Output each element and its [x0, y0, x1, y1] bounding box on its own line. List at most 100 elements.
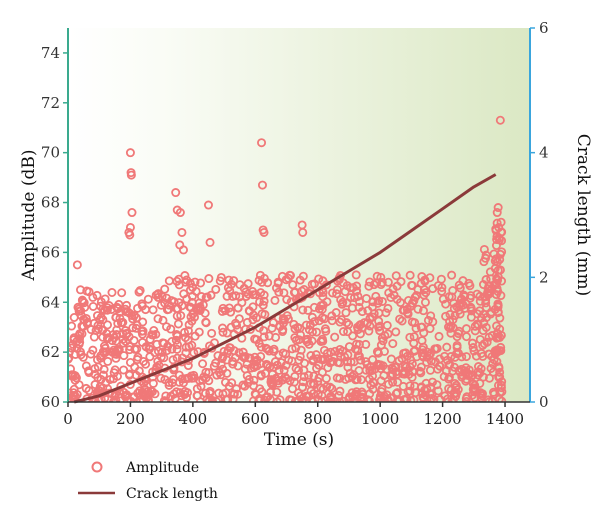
- amplitude-point: [352, 374, 362, 384]
- amplitude-point: [184, 320, 194, 330]
- amplitude-point: [252, 335, 262, 345]
- amplitude-point: [287, 344, 297, 354]
- amplitude-point: [278, 327, 288, 337]
- amplitude-point: [419, 290, 429, 300]
- amplitude-point: [234, 348, 244, 358]
- amplitude-point: [461, 324, 471, 334]
- amplitude-point: [433, 364, 443, 374]
- amplitude-point: [426, 394, 436, 402]
- amplitude-point: [320, 324, 330, 334]
- amplitude-point: [387, 363, 397, 373]
- amplitude-point: [186, 312, 196, 322]
- amplitude-point: [397, 316, 407, 326]
- y-right-tick-label: 6: [539, 19, 549, 37]
- amplitude-point: [337, 299, 347, 309]
- amplitude-point: [328, 288, 338, 298]
- amplitude-point: [144, 344, 154, 354]
- amplitude-point: [301, 396, 311, 402]
- amplitude-point: [298, 271, 308, 281]
- amplitude-point: [68, 321, 77, 331]
- amplitude-point: [372, 278, 382, 288]
- amplitude-point: [198, 300, 208, 310]
- amplitude-point: [407, 317, 417, 327]
- amplitude-point: [327, 311, 337, 321]
- amplitude-point: [417, 322, 427, 332]
- amplitude-point: [313, 390, 323, 400]
- y-right-axis-title: Crack length (mm): [573, 134, 593, 297]
- amplitude-point: [198, 359, 208, 369]
- amplitude-point: [138, 337, 148, 347]
- amplitude-point: [490, 280, 500, 290]
- amplitude-point: [238, 347, 248, 357]
- amplitude-point: [153, 292, 163, 302]
- amplitude-point: [361, 365, 371, 375]
- amplitude-point: [289, 377, 299, 387]
- amplitude-point: [119, 365, 129, 375]
- amplitude-point: [174, 298, 184, 308]
- x-tick-label: 0: [63, 410, 73, 428]
- amplitude-point: [225, 343, 235, 353]
- amplitude-point: [424, 351, 434, 361]
- amplitude-point: [314, 316, 324, 326]
- amplitude-point: [84, 287, 94, 297]
- amplitude-point: [343, 327, 353, 337]
- amplitude-point: [112, 330, 122, 340]
- amplitude-point: [496, 217, 506, 227]
- amplitude-point: [174, 280, 184, 290]
- amplitude-point: [196, 381, 206, 391]
- amplitude-point: [495, 367, 505, 377]
- amplitude-point: [433, 281, 443, 291]
- amplitude-point: [475, 306, 485, 316]
- amplitude-point: [469, 383, 479, 393]
- amplitude-point: [335, 373, 345, 383]
- amplitude-point: [314, 373, 324, 383]
- amplitude-point: [335, 317, 345, 327]
- amplitude-point: [444, 374, 454, 384]
- amplitude-point: [139, 378, 149, 388]
- amplitude-point: [330, 346, 340, 356]
- amplitude-point: [77, 321, 87, 331]
- amplitude-point: [107, 336, 117, 346]
- amplitude-point: [159, 396, 169, 402]
- amplitude-point: [361, 293, 371, 303]
- amplitude-point: [125, 369, 135, 379]
- amplitude-point: [68, 394, 74, 402]
- amplitude-point: [174, 274, 184, 284]
- amplitude-point: [273, 278, 283, 288]
- amplitude-point: [212, 370, 222, 380]
- amplitude-point: [306, 379, 316, 389]
- amplitude-point: [452, 302, 462, 312]
- amplitude-point: [153, 356, 163, 366]
- amplitude-point: [497, 396, 507, 402]
- amplitude-point: [71, 373, 81, 383]
- amplitude-point: [266, 377, 276, 387]
- y-left-tick-label: 64: [41, 293, 60, 311]
- amplitude-point: [379, 346, 389, 356]
- amplitude-point: [298, 227, 308, 237]
- amplitude-point: [451, 383, 461, 393]
- amplitude-point: [134, 366, 144, 376]
- amplitude-point: [341, 308, 351, 318]
- amplitude-point: [391, 327, 401, 337]
- amplitude-point: [259, 227, 269, 237]
- y-left-tick-label: 68: [41, 194, 60, 212]
- amplitude-point: [455, 309, 465, 319]
- amplitude-point: [468, 338, 478, 348]
- x-tick-label: 1000: [361, 410, 399, 428]
- amplitude-point: [220, 306, 230, 316]
- amplitude-point: [383, 303, 393, 313]
- amplitude-point: [398, 381, 408, 391]
- amplitude-point: [96, 312, 106, 322]
- amplitude-point: [238, 380, 248, 390]
- amplitude-point: [162, 346, 172, 356]
- amplitude-point: [246, 363, 256, 373]
- amplitude-point: [433, 386, 443, 396]
- amplitude-point: [194, 327, 204, 337]
- amplitude-point: [439, 372, 449, 382]
- amplitude-point: [394, 356, 404, 366]
- amplitude-point: [272, 387, 282, 397]
- amplitude-point: [290, 324, 300, 334]
- amplitude-point: [127, 208, 137, 218]
- amplitude-point: [388, 339, 398, 349]
